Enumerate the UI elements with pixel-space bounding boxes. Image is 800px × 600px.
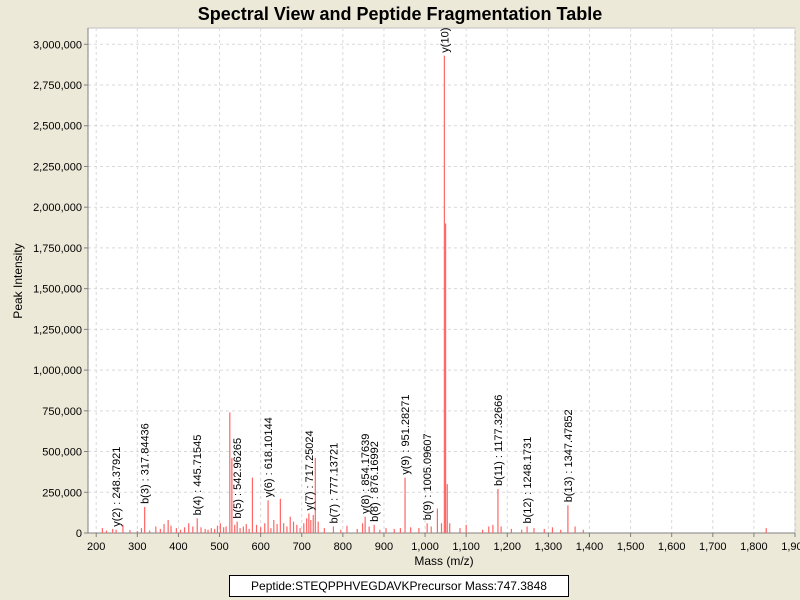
x-axis: 200 300 400 500 600 700 800 900 1,000 1,100 1,200 1… [87, 532, 800, 553]
peak-label: b(5) : 542.96265 [232, 438, 244, 519]
y-tick-label: 250,000 [42, 487, 82, 499]
y-tick-label: 750,000 [42, 406, 82, 418]
peak-label: y(6) : 618.10144 [263, 417, 275, 497]
x-tick-label: 1,900 [781, 541, 800, 553]
x-tick-label: 500 [210, 541, 228, 553]
peak-label: b(13) : 1347.47852 [563, 409, 575, 502]
x-tick-label: 1,000 [411, 541, 439, 553]
precursor-mass-value: 747.3848 [496, 579, 547, 593]
peptide-label: Peptide: [251, 579, 296, 593]
peak-label: b(11) : 1177.32666 [493, 395, 505, 486]
y-axis: 0 250,000 500,000 750,000 1,000,000 1,250,000… [33, 28, 89, 540]
y-tick-label: 2,000,000 [33, 202, 82, 214]
peak-label: b(4) : 445.71545 [192, 435, 204, 516]
x-tick-label: 200 [87, 541, 105, 553]
peak-label: b(7) : 777.13721 [328, 443, 340, 524]
x-tick-label: 1,600 [658, 541, 686, 553]
peptide-info-box: Peptide: STEQPPHVEGDAVK Precursor Mass: … [229, 575, 569, 597]
x-tick-label: 400 [169, 541, 187, 553]
peak-label: y(2) : 248.37921 [111, 447, 123, 527]
grid [88, 28, 796, 533]
peak-annotations: y(2) : 248.37921 b(3) : 317.84436 b(4) : 4… [111, 28, 575, 527]
y-tick-label: 1,250,000 [33, 324, 82, 336]
x-tick-label: 1,700 [699, 541, 727, 553]
y-tick-label: 3,000,000 [33, 39, 82, 51]
y-tick-label: 1,750,000 [33, 243, 82, 255]
y-tick-label: 2,500,000 [33, 121, 82, 133]
peak-label: b(8) : 876.16992 [369, 441, 381, 522]
y-tick-label: 0 [76, 528, 82, 540]
x-axis-title: Mass (m/z) [414, 554, 473, 568]
plot-area [87, 27, 796, 534]
y-tick-label: 1,000,000 [33, 365, 82, 377]
x-tick-label: 900 [375, 541, 393, 553]
precursor-mass-label: Precursor Mass: [409, 579, 497, 593]
peak-bars [101, 55, 767, 533]
x-tick-label: 800 [334, 541, 352, 553]
x-tick-label: 300 [128, 541, 146, 553]
x-tick-label: 1,800 [740, 541, 768, 553]
y-tick-label: 2,250,000 [33, 161, 82, 173]
peak-label: b(3) : 317.84436 [140, 423, 152, 504]
x-tick-label: 1,100 [452, 541, 480, 553]
y-tick-label: 1,500,000 [33, 284, 82, 296]
peak-label: y(7) : 717.25024 [304, 430, 316, 510]
peptide-sequence: STEQPPHVEGDAVK [295, 579, 410, 593]
y-axis-title: Peak Intensity [11, 243, 25, 318]
peak-label: b(9) : 1005.09607 [422, 433, 434, 520]
x-tick-label: 1,500 [617, 541, 645, 553]
x-tick-label: 600 [251, 541, 269, 553]
x-tick-label: 1,300 [535, 541, 563, 553]
peak-label: y(9) : 951.28271 [400, 394, 412, 474]
chart-title: Spectral View and Peptide Fragmentation … [198, 4, 602, 24]
x-tick-label: 700 [293, 541, 311, 553]
y-tick-label: 2,750,000 [33, 80, 82, 92]
x-tick-label: 1,200 [494, 541, 522, 553]
peak-label: y(10) [439, 28, 451, 53]
peak-label: y(8) : 854.17639 [360, 434, 372, 514]
x-tick-label: 1,400 [576, 541, 604, 553]
y-tick-label: 500,000 [42, 447, 82, 459]
peak-label: b(12) : 1248.1731 [522, 437, 534, 524]
